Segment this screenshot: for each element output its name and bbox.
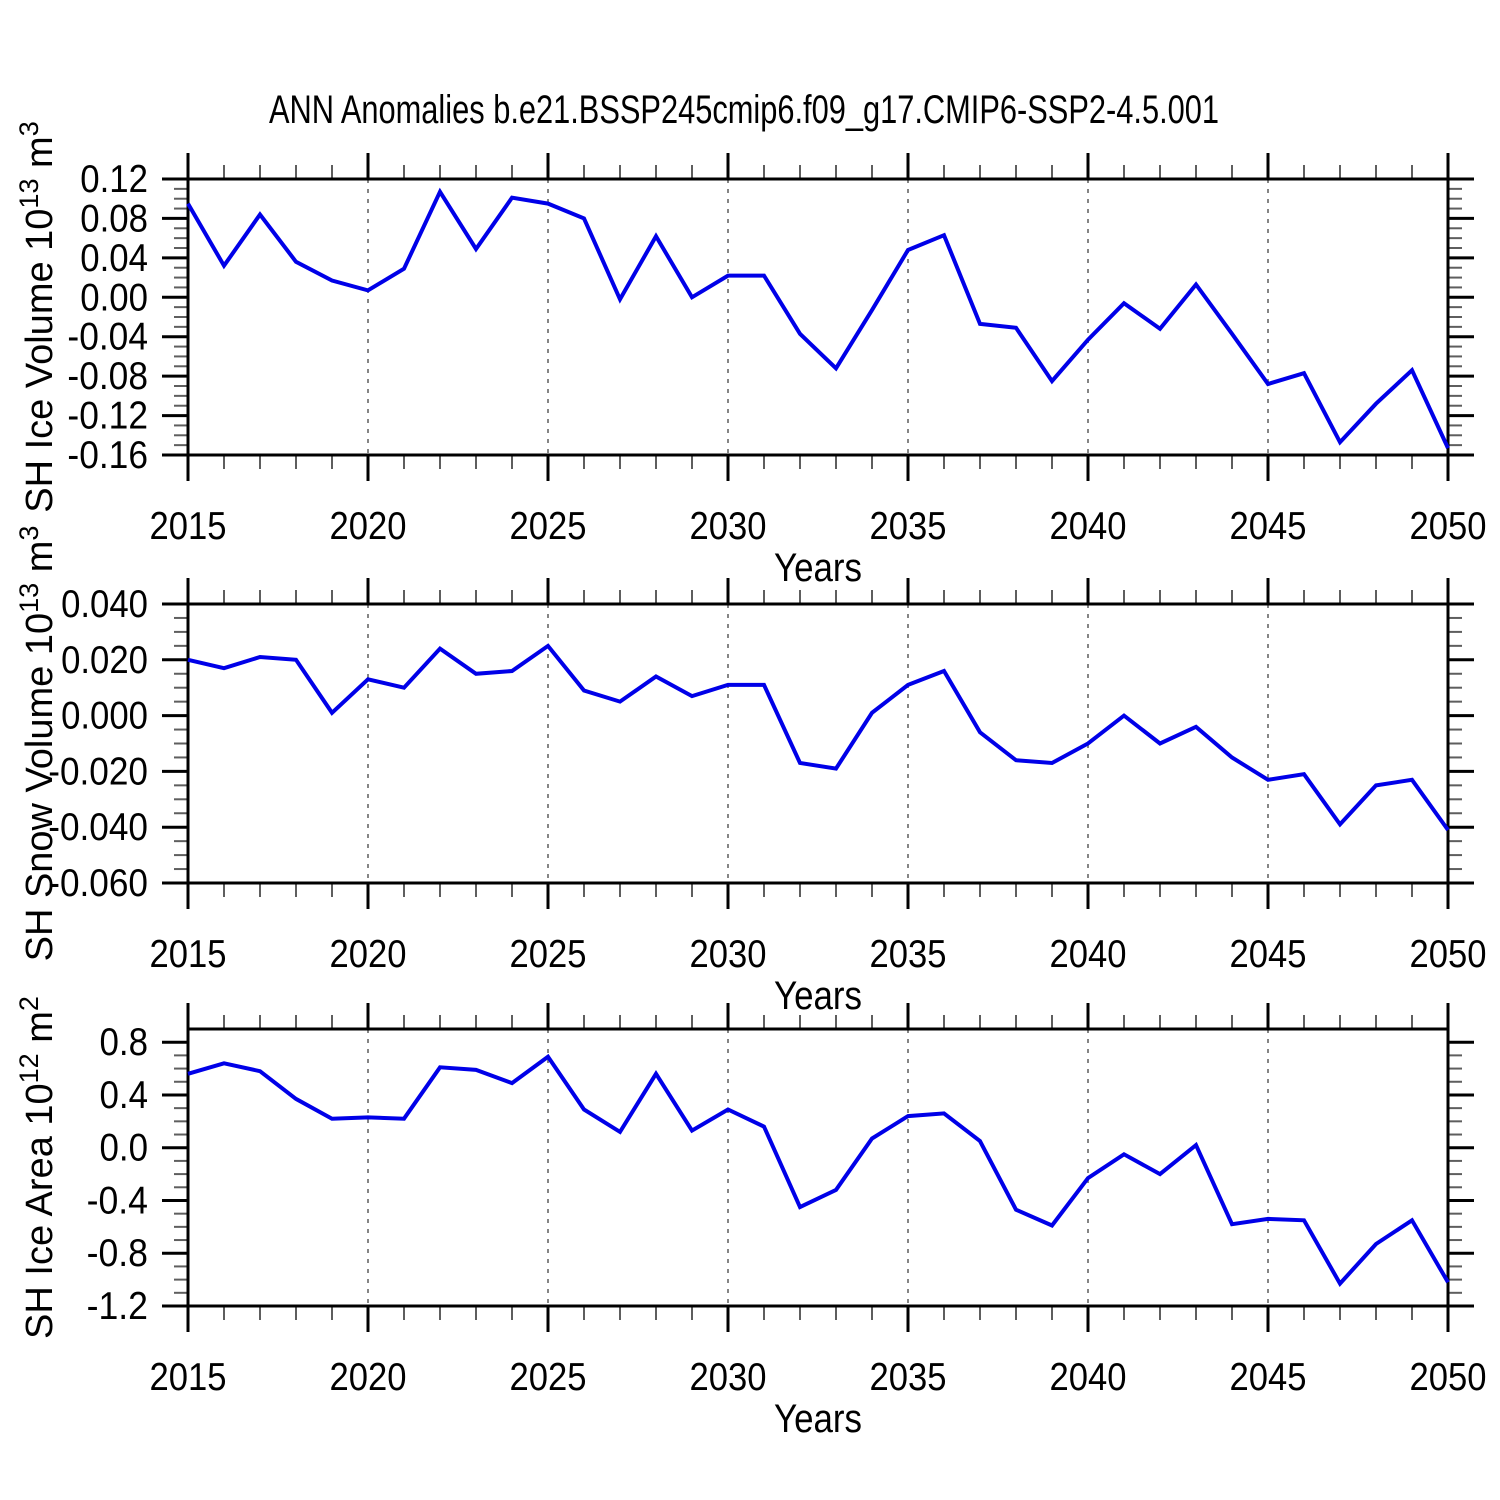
y-axis-title-superscript: 3 bbox=[14, 526, 44, 541]
x-tick-label: 2035 bbox=[870, 1356, 947, 1399]
x-tick-label: 2030 bbox=[690, 505, 767, 548]
x-axis-title: Years bbox=[774, 1397, 862, 1441]
y-axis-title-superscript: 12 bbox=[14, 1053, 44, 1083]
data-line-0 bbox=[186, 187, 1450, 449]
data-line-1 bbox=[187, 643, 1450, 832]
y-tick-label: -0.040 bbox=[48, 806, 148, 849]
chart-title: ANN Anomalies b.e21.BSSP245cmip6.f09_g17… bbox=[269, 88, 1219, 132]
y-tick-label: -1.2 bbox=[87, 1285, 148, 1328]
x-tick-label: 2035 bbox=[870, 933, 947, 976]
x-tick-label: 2045 bbox=[1230, 505, 1307, 548]
x-tick-label: 2020 bbox=[330, 933, 407, 976]
x-tick-label: 2015 bbox=[150, 933, 227, 976]
y-tick-label: 0.0 bbox=[99, 1127, 148, 1170]
y-axis-title-superscript: 13 bbox=[14, 179, 44, 209]
x-tick-label: 2040 bbox=[1050, 1356, 1127, 1399]
x-tick-label: 2050 bbox=[1410, 505, 1487, 548]
y-axis-title-text: m bbox=[19, 1011, 61, 1053]
x-tick-label: 2025 bbox=[510, 505, 587, 548]
y-tick-label: -0.4 bbox=[87, 1179, 148, 1222]
x-tick-label: 2020 bbox=[330, 1356, 407, 1399]
y-tick-label: -0.16 bbox=[67, 434, 148, 477]
x-tick-label: 2050 bbox=[1410, 933, 1487, 976]
y-axis-title-text: m bbox=[19, 136, 61, 178]
x-tick-label: 2015 bbox=[150, 505, 227, 548]
x-tick-label: 2030 bbox=[690, 933, 767, 976]
x-axis-title: Years bbox=[774, 546, 862, 590]
y-tick-label: 0.000 bbox=[61, 695, 148, 738]
y-tick-label: -0.04 bbox=[67, 316, 148, 359]
y-tick-label: 0.040 bbox=[61, 583, 148, 626]
y-axis-title-superscript: 2 bbox=[14, 996, 44, 1011]
y-axis-title: SH Ice Volume 1013 m3 bbox=[14, 121, 61, 512]
y-axis-title-text: SH Snow Volume 10 bbox=[19, 613, 61, 962]
y-axis-title: SH Snow Volume 1013 m3 bbox=[14, 526, 61, 962]
y-tick-label: 0.04 bbox=[80, 237, 148, 280]
x-tick-label: 2040 bbox=[1050, 933, 1127, 976]
plot-frame bbox=[186, 1027, 1450, 1308]
x-tick-label: 2030 bbox=[690, 1356, 767, 1399]
x-tick-label: 2015 bbox=[150, 1356, 227, 1399]
y-axis-title-text: SH Ice Volume 10 bbox=[19, 209, 61, 513]
x-axis-title: Years bbox=[774, 974, 862, 1018]
x-tick-label: 2025 bbox=[510, 933, 587, 976]
plot-frame bbox=[186, 177, 1450, 457]
y-tick-label: -0.060 bbox=[48, 862, 148, 905]
y-tick-label: -0.8 bbox=[87, 1232, 148, 1275]
y-axis-title-superscript: 3 bbox=[14, 121, 44, 136]
y-tick-label: 0.4 bbox=[99, 1074, 148, 1117]
y-tick-label: 0.08 bbox=[80, 197, 148, 240]
y-axis-title: SH Ice Area 1012 m2 bbox=[14, 996, 61, 1339]
y-tick-label: 0.12 bbox=[80, 158, 148, 201]
plot-frame bbox=[186, 602, 1450, 885]
x-tick-label: 2035 bbox=[870, 505, 947, 548]
data-line-2 bbox=[187, 1053, 1450, 1287]
y-axis-title-text: SH Ice Area 10 bbox=[19, 1083, 61, 1339]
y-tick-label: 0.8 bbox=[99, 1021, 148, 1064]
y-tick-label: 0.020 bbox=[61, 639, 148, 682]
y-tick-label: -0.020 bbox=[48, 750, 148, 793]
x-tick-label: 2040 bbox=[1050, 505, 1127, 548]
x-tick-label: 2020 bbox=[330, 505, 407, 548]
x-tick-label: 2025 bbox=[510, 1356, 587, 1399]
y-axis-title-text: m bbox=[19, 541, 61, 583]
x-tick-label: 2045 bbox=[1230, 933, 1307, 976]
y-tick-label: 0.00 bbox=[80, 276, 148, 319]
y-axis-title-superscript: 13 bbox=[14, 583, 44, 613]
y-tick-label: -0.08 bbox=[67, 355, 148, 398]
x-tick-label: 2045 bbox=[1230, 1356, 1307, 1399]
y-tick-label: -0.12 bbox=[67, 395, 148, 438]
x-tick-label: 2050 bbox=[1410, 1356, 1487, 1399]
